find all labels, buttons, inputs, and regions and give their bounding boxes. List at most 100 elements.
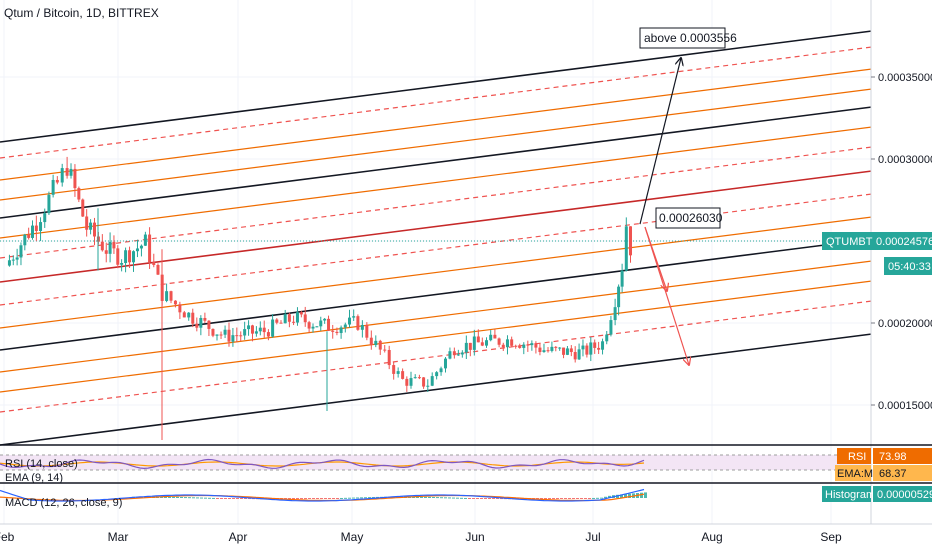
channel-line-orange[interactable]	[0, 126, 872, 239]
candle-body	[143, 234, 147, 246]
candle-body	[7, 260, 11, 266]
candlestick-series	[7, 156, 632, 440]
time-axis[interactable]: Feb Mar Apr May Jun Jul Aug Sep	[0, 523, 932, 544]
candle-body	[624, 226, 628, 271]
countdown-timer: 05:40:33	[888, 261, 931, 273]
channel-line-median[interactable]	[0, 170, 872, 283]
channel-line-black[interactable]	[0, 238, 872, 351]
candle-body	[581, 345, 585, 350]
candle-body	[456, 354, 460, 356]
candle-body	[323, 318, 327, 321]
channel-line-orange[interactable]	[0, 68, 872, 181]
channel-line-black[interactable]	[0, 333, 872, 446]
candle-body	[493, 334, 497, 339]
candle-body	[124, 250, 128, 264]
candle-body	[472, 336, 476, 350]
macd-hist-bar	[500, 498, 503, 500]
channel-line-orange[interactable]	[0, 260, 872, 373]
candle-body	[235, 335, 239, 337]
macd-hist-bar	[444, 497, 447, 499]
rsi-line	[0, 458, 645, 470]
macd-hist-bar	[440, 497, 443, 499]
macd-hist-bar	[200, 497, 203, 499]
ema-label: EMA:MA	[837, 468, 881, 480]
candle-body	[215, 334, 219, 336]
macd-hist-bar	[236, 498, 239, 499]
macd-hist-bar	[220, 498, 223, 499]
price-tick-label: 0.00035000	[878, 72, 932, 84]
candle-body	[542, 350, 546, 353]
candle-body	[120, 263, 124, 265]
projection-down-arrow-2[interactable]	[644, 226, 689, 365]
macd-hist-bar	[496, 498, 499, 499]
candle-body	[597, 347, 601, 350]
candle-body	[47, 194, 51, 214]
candle-body	[187, 312, 191, 318]
regression-channel-lines[interactable]	[0, 30, 872, 446]
peak-annotation[interactable]: 0.00026030	[655, 207, 723, 229]
candle-body	[505, 339, 509, 348]
channel-line-orange[interactable]	[0, 216, 872, 329]
macd-hist-bar	[184, 497, 187, 499]
candle-body	[534, 343, 538, 348]
chart-title: Qtum / Bitcoin, 1D, BITTREX	[4, 6, 159, 20]
candle-body	[191, 312, 195, 324]
candle-body	[51, 179, 55, 195]
candle-body	[211, 328, 215, 336]
candle-body	[378, 340, 382, 350]
macd-hist-bar	[600, 497, 603, 499]
macd-hist-bar	[584, 498, 587, 499]
candle-body	[223, 329, 227, 335]
target-annotation[interactable]: above 0.0003556	[639, 27, 737, 49]
macd-hist-bar	[324, 498, 327, 499]
channel-line-orange[interactable]	[0, 280, 872, 393]
candle-body	[413, 377, 417, 379]
candle-body	[374, 340, 378, 346]
candle-body	[617, 286, 621, 308]
channel-line-dashed[interactable]	[0, 46, 872, 159]
candle-body	[439, 368, 443, 373]
rsi-title: RSI (14, close)	[5, 458, 78, 470]
candle-body	[60, 168, 64, 183]
candle-body	[203, 317, 207, 321]
candle-body	[39, 222, 43, 231]
candle-body	[178, 304, 182, 313]
macd-hist-bar	[472, 498, 475, 499]
channel-line-black[interactable]	[0, 106, 872, 219]
macd-hist-bar	[460, 497, 463, 499]
macd-hist-bar	[160, 496, 163, 498]
candle-body	[426, 385, 430, 387]
projection-up-arrow[interactable]	[639, 58, 681, 225]
candle-body	[303, 314, 307, 323]
macd-hist-bar	[492, 498, 495, 499]
macd-line	[0, 488, 645, 502]
candle-body	[343, 324, 347, 328]
channel-line-orange[interactable]	[0, 88, 872, 201]
macd-hist-bar	[608, 495, 611, 498]
macd-hist-bar	[488, 498, 491, 499]
macd-hist-bar	[628, 493, 631, 498]
channel-line-dashed[interactable]	[0, 300, 872, 413]
macd-hist-bar	[544, 498, 547, 500]
candle-body	[132, 251, 136, 263]
candle-body	[409, 378, 413, 386]
candle-body	[27, 234, 31, 238]
time-tick-label: May	[341, 530, 364, 544]
macd-hist-bar	[164, 496, 167, 498]
macd-hist-bar	[304, 498, 307, 500]
macd-pane[interactable]: MACD (12, 26, close, 9) Histogram 0.0000…	[0, 482, 932, 509]
rsi-pane[interactable]: RSI (14, close) EMA (9, 14) RSI 73.98 EM…	[0, 444, 932, 484]
candle-body	[283, 314, 287, 324]
candle-body	[417, 377, 421, 379]
projection-arrows[interactable]	[639, 58, 689, 365]
candle-body	[628, 226, 632, 256]
time-tick-label: Mar	[108, 530, 129, 544]
candle-body	[11, 259, 15, 261]
time-tick-label: Aug	[701, 530, 722, 544]
channel-line-black[interactable]	[0, 30, 872, 143]
macd-hist-bar	[424, 496, 427, 498]
channel-line-dashed[interactable]	[0, 193, 872, 306]
candle-body	[526, 344, 530, 346]
candle-body	[266, 332, 270, 337]
